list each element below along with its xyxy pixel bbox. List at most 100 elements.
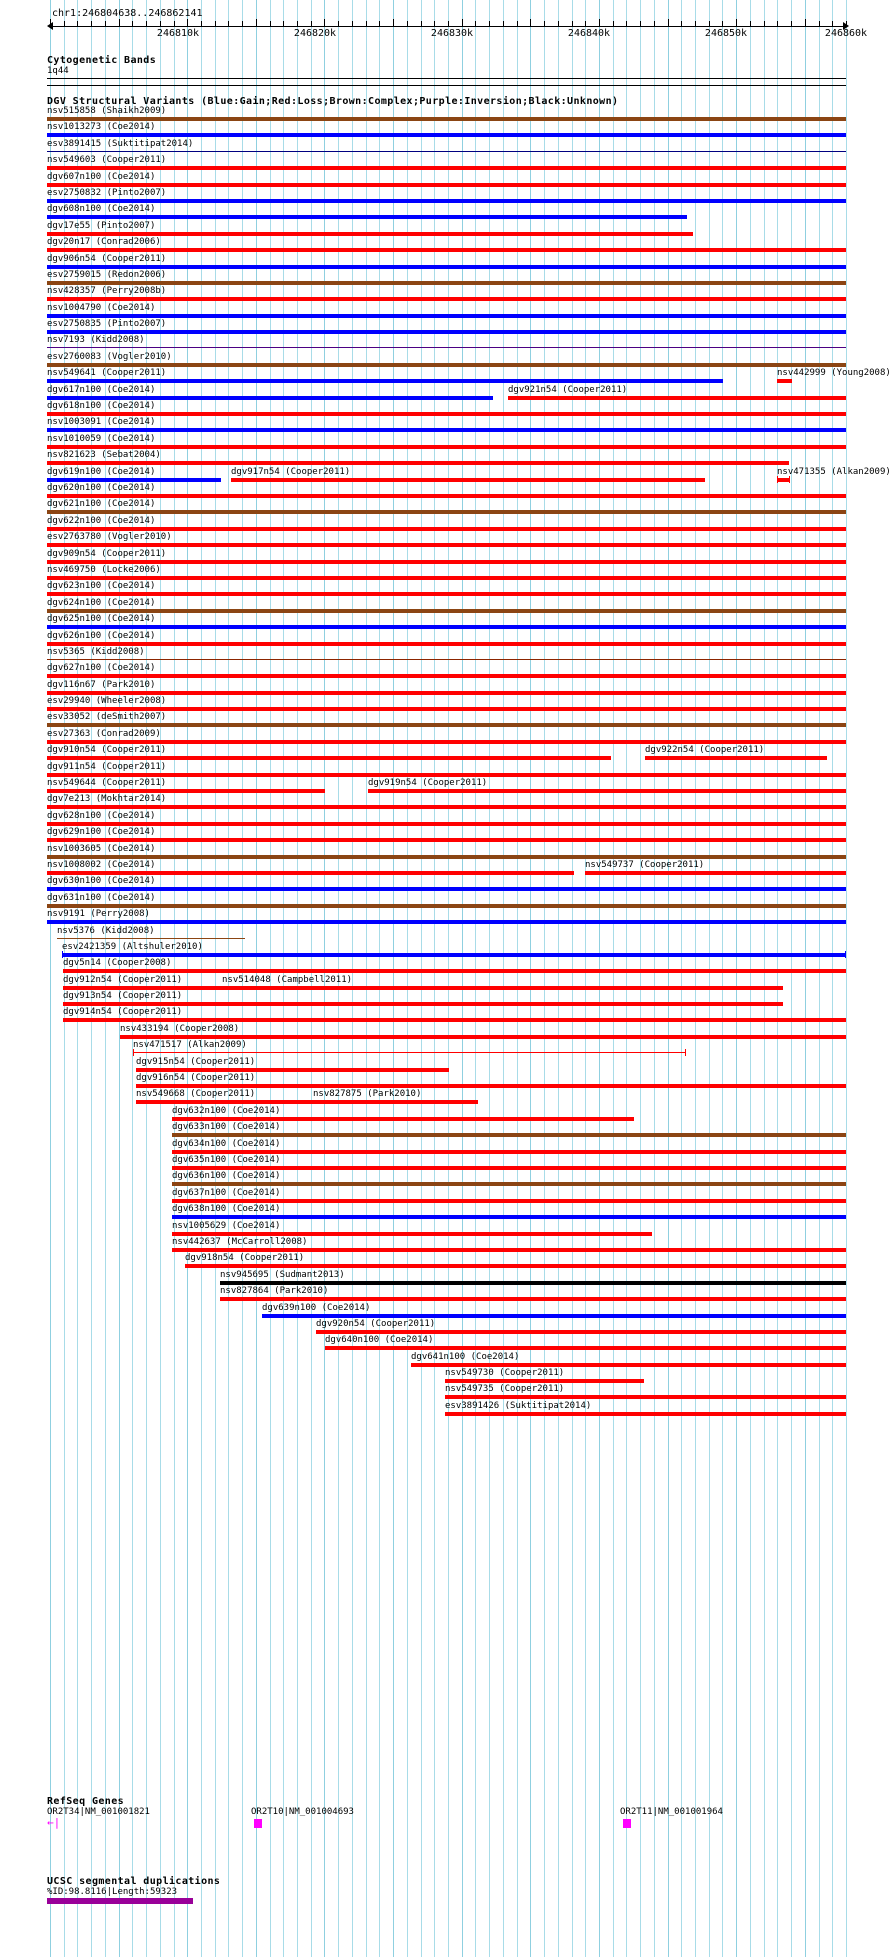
dgv-variant-label[interactable]: dgv7e213 (Mokhtar2014)	[47, 794, 167, 805]
dgv-variant-label[interactable]: nsv827875 (Park2010)	[313, 1089, 422, 1100]
dgv-variant-label[interactable]: esv33052 (deSmith2007)	[47, 712, 167, 723]
refseq-gene-box[interactable]	[623, 1819, 631, 1828]
dgv-variant-bar[interactable]	[47, 362, 846, 367]
dgv-variant-label[interactable]: dgv116n67 (Park2010)	[47, 679, 156, 690]
segdup-label[interactable]: %ID:98.8116|Length:59323	[47, 1887, 178, 1897]
dgv-variant-label[interactable]: dgv619n100 (Coe2014)	[47, 466, 156, 477]
dgv-variant-bar[interactable]	[445, 1411, 846, 1416]
dgv-variant-label[interactable]: nsv945695 (Sudmant2013)	[220, 1269, 345, 1280]
dgv-variant-bar[interactable]	[645, 756, 827, 761]
dgv-variant-label[interactable]: dgv912n54 (Cooper2011)	[63, 974, 183, 985]
dgv-variant-bar[interactable]	[47, 198, 846, 203]
dgv-variant-label[interactable]: dgv638n100 (Coe2014)	[172, 1204, 281, 1215]
dgv-variant-label[interactable]: nsv428357 (Perry2008b)	[47, 286, 167, 297]
dgv-variant-bar[interactable]	[47, 461, 789, 466]
dgv-variant-label[interactable]: nsv549641 (Cooper2011)	[47, 368, 167, 379]
dgv-variant-bar[interactable]	[47, 543, 846, 548]
refseq-gene-label[interactable]: OR2T34|NM_001001821	[47, 1807, 150, 1817]
segdup-bar[interactable]	[47, 1898, 193, 1904]
dgv-variant-label[interactable]: dgv607n100 (Coe2014)	[47, 171, 156, 182]
dgv-variant-label[interactable]: nsv9191 (Perry2008)	[47, 909, 150, 920]
dgv-variant-bar[interactable]	[172, 1182, 846, 1187]
dgv-variant-label[interactable]: dgv629n100 (Coe2014)	[47, 827, 156, 838]
dgv-variant-label[interactable]: nsv1004790 (Coe2014)	[47, 302, 156, 313]
dgv-variant-label[interactable]: nsv1008002 (Coe2014)	[47, 859, 156, 870]
dgv-variant-bar[interactable]	[120, 1034, 846, 1039]
dgv-variant-label[interactable]: nsv469750 (Locke2006)	[47, 564, 161, 575]
dgv-variant-label[interactable]: nsv515858 (Shaikh2009)	[47, 106, 167, 116]
dgv-variant-label[interactable]: nsv514048 (Campbell2011)	[222, 974, 353, 985]
dgv-variant-label[interactable]: nsv549668 (Cooper2011)	[136, 1089, 256, 1100]
dgv-variant-label[interactable]: dgv620n100 (Coe2014)	[47, 482, 156, 493]
dgv-variant-bar[interactable]	[63, 985, 783, 990]
dgv-variant-label[interactable]: nsv821623 (Sebat2004)	[47, 450, 161, 461]
dgv-variant-label[interactable]: nsv442637 (McCarroll2008)	[172, 1236, 308, 1247]
dgv-variant-bar[interactable]	[47, 641, 846, 646]
dgv-variant-bar[interactable]	[777, 379, 792, 384]
dgv-variant-bar[interactable]	[222, 985, 223, 990]
dgv-variant-bar[interactable]	[172, 1231, 652, 1236]
dgv-variant-label[interactable]: nsv1005629 (Coe2014)	[172, 1220, 281, 1231]
dgv-variant-label[interactable]: dgv5n14 (Cooper2008)	[63, 958, 172, 969]
dgv-variant-label[interactable]: dgv915n54 (Cooper2011)	[136, 1056, 256, 1067]
dgv-variant-label[interactable]: dgv913n54 (Cooper2011)	[63, 991, 183, 1002]
dgv-variant-bar[interactable]	[136, 1084, 846, 1089]
dgv-variant-bar[interactable]	[172, 1198, 846, 1203]
dgv-variant-bar[interactable]	[262, 1313, 846, 1318]
dgv-variant-bar[interactable]	[172, 1166, 846, 1170]
dgv-variant-bar[interactable]	[47, 231, 693, 236]
dgv-variant-bar[interactable]	[47, 821, 846, 826]
dgv-variant-bar[interactable]	[47, 526, 846, 531]
dgv-variant-bar[interactable]	[47, 117, 846, 121]
dgv-variant-bar[interactable]	[47, 477, 221, 482]
dgv-variant-bar[interactable]	[47, 592, 846, 597]
dgv-variant-label[interactable]: nsv433194 (Cooper2008)	[120, 1023, 240, 1034]
dgv-variant-label[interactable]: dgv632n100 (Coe2014)	[172, 1105, 281, 1116]
dgv-variant-bar[interactable]	[47, 772, 846, 777]
dgv-variant-bar[interactable]	[47, 297, 846, 302]
dgv-variant-label[interactable]: nsv549730 (Cooper2011)	[445, 1368, 565, 1379]
dgv-variant-bar[interactable]	[47, 854, 846, 859]
dgv-variant-label[interactable]: dgv909n54 (Cooper2011)	[47, 548, 167, 559]
dgv-variant-label[interactable]: dgv919n54 (Cooper2011)	[368, 778, 488, 789]
dgv-variant-label[interactable]: dgv621n100 (Coe2014)	[47, 499, 156, 510]
dgv-variant-label[interactable]: nsv549603 (Cooper2011)	[47, 155, 167, 166]
dgv-variant-bar[interactable]	[185, 1264, 846, 1269]
dgv-variant-label[interactable]: dgv918n54 (Cooper2011)	[185, 1253, 305, 1264]
dgv-variant-bar[interactable]	[316, 1329, 846, 1334]
dgv-variant-label[interactable]: dgv626n100 (Coe2014)	[47, 630, 156, 641]
dgv-variant-label[interactable]: esv29940 (Wheeler2008)	[47, 696, 167, 707]
dgv-variant-label[interactable]: esv2421359 (Altshuler2010)	[62, 941, 203, 952]
dgv-variant-bar[interactable]	[47, 838, 846, 843]
dgv-variant-label[interactable]: dgv637n100 (Coe2014)	[172, 1187, 281, 1198]
dgv-variant-bar[interactable]	[57, 937, 245, 939]
dgv-variant-label[interactable]: nsv1013273 (Coe2014)	[47, 122, 156, 133]
refseq-gene-arrow-icon[interactable]: ←|	[47, 1816, 61, 1829]
dgv-variant-bar[interactable]	[220, 1297, 846, 1302]
dgv-variant-bar[interactable]	[220, 1280, 846, 1285]
dgv-variant-bar[interactable]	[136, 1100, 332, 1105]
dgv-variant-label[interactable]: dgv627n100 (Coe2014)	[47, 663, 156, 674]
dgv-variant-label[interactable]: nsv549737 (Cooper2011)	[585, 859, 705, 870]
dgv-variant-label[interactable]: dgv634n100 (Coe2014)	[172, 1138, 281, 1149]
dgv-variant-bar[interactable]	[47, 428, 846, 433]
dgv-variant-bar[interactable]	[47, 887, 846, 892]
dgv-variant-bar[interactable]	[47, 215, 687, 220]
dgv-variant-label[interactable]: nsv827864 (Park2010)	[220, 1286, 329, 1297]
dgv-variant-bar[interactable]	[231, 477, 705, 482]
dgv-variant-bar[interactable]	[47, 789, 325, 794]
dgv-variant-label[interactable]: dgv921n54 (Cooper2011)	[508, 384, 628, 395]
dgv-variant-label[interactable]: nsv549735 (Cooper2011)	[445, 1384, 565, 1395]
dgv-variant-label[interactable]: nsv7193 (Kidd2008)	[47, 335, 145, 346]
dgv-variant-label[interactable]: dgv628n100 (Coe2014)	[47, 810, 156, 821]
dgv-variant-bar[interactable]	[136, 1067, 449, 1072]
dgv-variant-bar[interactable]	[47, 608, 846, 613]
dgv-variant-label[interactable]: esv2760083 (Vogler2010)	[47, 351, 172, 362]
dgv-variant-label[interactable]: dgv617n100 (Coe2014)	[47, 384, 156, 395]
dgv-variant-label[interactable]: dgv623n100 (Coe2014)	[47, 581, 156, 592]
dgv-variant-bar[interactable]	[47, 756, 611, 761]
dgv-variant-bar[interactable]	[47, 248, 846, 253]
dgv-variant-label[interactable]: dgv608n100 (Coe2014)	[47, 204, 156, 215]
dgv-variant-bar[interactable]	[63, 1002, 783, 1007]
dgv-variant-label[interactable]: dgv910n54 (Cooper2011)	[47, 745, 167, 756]
